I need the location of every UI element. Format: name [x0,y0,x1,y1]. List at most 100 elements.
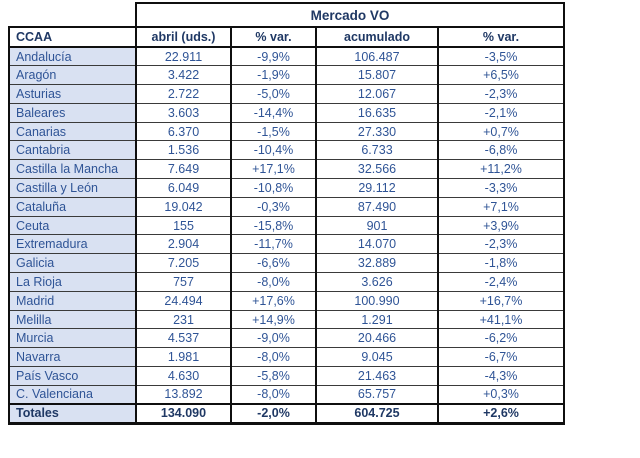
acumulado-var-cell: +3,9% [437,215,565,236]
region-cell: Galicia [8,253,137,274]
acumulado-var-cell: -2,3% [437,84,565,104]
region-cell: Andalucía [8,46,137,67]
acumulado-cell: 21.463 [315,366,439,386]
acumulado-var-cell: +11,2% [437,159,565,180]
table-row: Galicia 7.205 -6,6% 32.889 -1,8% [8,253,565,274]
abril-var-cell: +14,9% [230,309,317,330]
totals-abril: 134.090 [135,403,232,425]
region-cell: Melilla [8,309,137,330]
blank-cell [9,3,136,27]
acumulado-var-cell: -1,8% [437,253,565,274]
acumulado-cell: 12.067 [315,84,439,104]
table-row: País Vasco 4.630 -5,8% 21.463 -4,3% [8,366,565,386]
table-row: Navarra 1.981 -8,0% 9.045 -6,7% [8,347,565,368]
acumulado-var-cell: -3,5% [437,46,565,67]
acumulado-cell: 100.990 [315,290,439,311]
acumulado-cell: 15.807 [315,65,439,86]
abril-units-cell: 13.892 [135,384,232,405]
abril-var-cell: -5,8% [230,366,317,386]
abril-var-cell: -0,3% [230,196,317,217]
abril-units-cell: 7.205 [135,253,232,274]
totals-acumulado: 604.725 [315,403,439,425]
abril-var-cell: -9,9% [230,46,317,67]
abril-var-cell: -10,8% [230,178,317,198]
region-cell: Castilla la Mancha [8,159,137,180]
acumulado-cell: 9.045 [315,347,439,368]
acumulado-var-cell: +0,7% [437,121,565,142]
acumulado-cell: 29.112 [315,178,439,198]
data-table: Mercado VO CCAA abril (uds.) % var. acum… [8,2,565,425]
abril-units-cell: 757 [135,272,232,292]
acumulado-cell: 3.626 [315,272,439,292]
table-row: Castilla y León 6.049 -10,8% 29.112 -3,3% [8,178,565,198]
acumulado-cell: 6.733 [315,140,439,161]
abril-units-cell: 24.494 [135,290,232,311]
table-row: Murcia 4.537 -9,0% 20.466 -6,2% [8,328,565,349]
abril-units-cell: 7.649 [135,159,232,180]
totals-row: Totales 134.090 -2,0% 604.725 +2,6% [8,403,565,425]
col-header-acumulado: acumulado [315,26,439,48]
region-cell: Extremadura [8,234,137,255]
totals-var-abril: -2,0% [230,403,317,425]
acumulado-cell: 106.487 [315,46,439,67]
table-row: Extremadura 2.904 -11,7% 14.070 -2,3% [8,234,565,255]
title-row: Mercado VO [9,2,565,28]
abril-units-cell: 3.603 [135,102,232,123]
region-cell: Madrid [8,290,137,311]
table-title: Mercado VO [135,2,565,28]
acumulado-var-cell: +7,1% [437,196,565,217]
acumulado-cell: 16.635 [315,102,439,123]
col-header-abril: abril (uds.) [135,26,232,48]
abril-units-cell: 155 [135,215,232,236]
abril-var-cell: -8,0% [230,384,317,405]
region-cell: Asturias [8,84,137,104]
abril-var-cell: +17,6% [230,290,317,311]
region-cell: Castilla y León [8,178,137,198]
abril-units-cell: 4.630 [135,366,232,386]
abril-units-cell: 6.049 [135,178,232,198]
acumulado-cell: 65.757 [315,384,439,405]
region-cell: Murcia [8,328,137,349]
acumulado-cell: 32.889 [315,253,439,274]
table-row: Baleares 3.603 -14,4% 16.635 -2,1% [8,102,565,123]
abril-units-cell: 231 [135,309,232,330]
totals-label: Totales [8,403,137,425]
acumulado-var-cell: -2,4% [437,272,565,292]
totals-var-acumulado: +2,6% [437,403,565,425]
acumulado-var-cell: -4,3% [437,366,565,386]
table-row: Cataluña 19.042 -0,3% 87.490 +7,1% [8,196,565,217]
acumulado-var-cell: -6,7% [437,347,565,368]
abril-var-cell: -9,0% [230,328,317,349]
table-row: Aragón 3.422 -1,9% 15.807 +6,5% [8,65,565,86]
acumulado-var-cell: +0,3% [437,384,565,405]
region-cell: C. Valenciana [8,384,137,405]
abril-units-cell: 19.042 [135,196,232,217]
table-row: Cantabria 1.536 -10,4% 6.733 -6,8% [8,140,565,161]
region-cell: Navarra [8,347,137,368]
vo-market-table: Mercado VO CCAA abril (uds.) % var. acum… [8,2,565,425]
table-row: Madrid 24.494 +17,6% 100.990 +16,7% [8,290,565,311]
table-row: La Rioja 757 -8,0% 3.626 -2,4% [8,272,565,292]
acumulado-cell: 1.291 [315,309,439,330]
abril-units-cell: 4.537 [135,328,232,349]
abril-var-cell: -5,0% [230,84,317,104]
acumulado-cell: 27.330 [315,121,439,142]
abril-var-cell: -11,7% [230,234,317,255]
region-cell: Cantabria [8,140,137,161]
abril-var-cell: -8,0% [230,347,317,368]
acumulado-var-cell: -2,3% [437,234,565,255]
acumulado-cell: 901 [315,215,439,236]
table-row: Melilla 231 +14,9% 1.291 +41,1% [8,309,565,330]
table-row: Andalucía 22.911 -9,9% 106.487 -3,5% [8,46,565,67]
abril-var-cell: -15,8% [230,215,317,236]
abril-var-cell: -10,4% [230,140,317,161]
abril-units-cell: 22.911 [135,46,232,67]
abril-units-cell: 3.422 [135,65,232,86]
column-header-row: CCAA abril (uds.) % var. acumulado % var… [8,26,565,48]
table-row: Ceuta 155 -15,8% 901 +3,9% [8,215,565,236]
acumulado-var-cell: -2,1% [437,102,565,123]
region-cell: La Rioja [8,272,137,292]
acumulado-cell: 87.490 [315,196,439,217]
acumulado-var-cell: +6,5% [437,65,565,86]
acumulado-cell: 14.070 [315,234,439,255]
